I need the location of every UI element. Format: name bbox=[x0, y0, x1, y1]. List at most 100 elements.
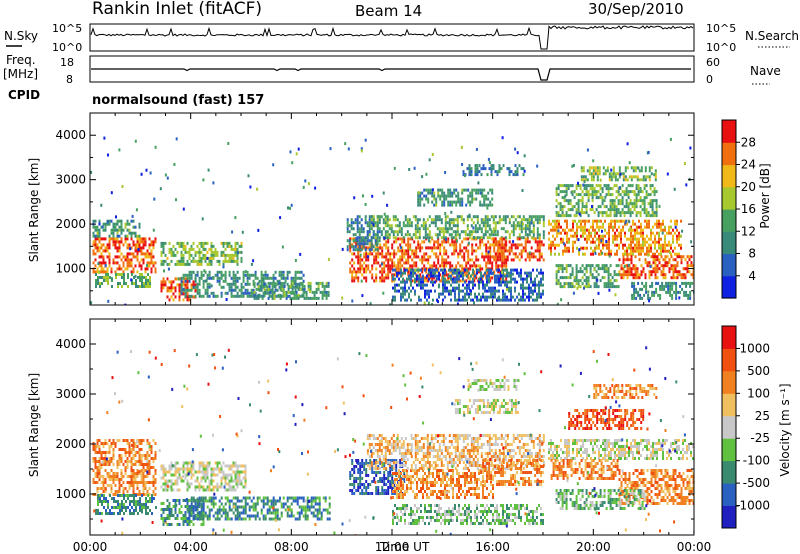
range-cell bbox=[656, 270, 659, 274]
range-cell bbox=[279, 281, 282, 285]
range-cell bbox=[637, 190, 640, 194]
range-cell bbox=[421, 270, 424, 274]
range-cell bbox=[160, 244, 163, 248]
range-cell bbox=[467, 261, 470, 265]
range-cell bbox=[114, 493, 117, 496]
range-cell bbox=[548, 246, 550, 250]
range-cell bbox=[523, 154, 526, 158]
range-cell bbox=[634, 246, 636, 250]
range-cell bbox=[506, 255, 509, 259]
range-cell bbox=[475, 258, 478, 262]
range-cell bbox=[686, 264, 689, 268]
range-cell bbox=[674, 225, 677, 229]
range-cell bbox=[672, 228, 674, 232]
range-cell bbox=[146, 475, 149, 478]
range-cell bbox=[564, 246, 566, 250]
range-cell bbox=[464, 233, 467, 237]
range-cell bbox=[246, 294, 249, 298]
range-cell bbox=[598, 252, 600, 256]
range-cell bbox=[374, 221, 377, 225]
range-cell bbox=[230, 291, 233, 295]
range-cell bbox=[475, 243, 478, 247]
range-cell bbox=[425, 267, 428, 271]
range-cell bbox=[90, 301, 93, 305]
range-cell bbox=[192, 259, 195, 263]
range-cell bbox=[424, 292, 426, 296]
range-cell bbox=[524, 298, 526, 302]
range-cell bbox=[442, 298, 444, 302]
range-cell bbox=[130, 451, 133, 454]
range-cell bbox=[238, 276, 241, 280]
range-cell bbox=[485, 261, 488, 265]
range-cell bbox=[636, 240, 638, 244]
range-cell bbox=[454, 298, 456, 302]
range-cell bbox=[516, 221, 519, 225]
range-cell bbox=[637, 199, 640, 203]
range-cell bbox=[212, 276, 215, 279]
range-cell bbox=[674, 231, 676, 235]
range-cell bbox=[474, 227, 477, 231]
range-cell bbox=[592, 240, 594, 244]
range-cell bbox=[244, 273, 247, 277]
range-cell bbox=[351, 264, 354, 268]
range-cell bbox=[532, 227, 535, 231]
range-cell bbox=[106, 460, 109, 463]
range-cell bbox=[692, 276, 694, 280]
range-cell bbox=[682, 255, 685, 259]
range-cell bbox=[417, 246, 420, 250]
range-cell bbox=[139, 285, 141, 288]
range-cell bbox=[288, 294, 291, 298]
range-cell bbox=[437, 258, 440, 262]
range-cell bbox=[514, 277, 516, 281]
range-cell bbox=[188, 279, 191, 283]
range-cell bbox=[410, 224, 413, 228]
range-cell bbox=[361, 294, 364, 298]
range-cell bbox=[400, 268, 402, 272]
range-cell bbox=[504, 249, 507, 253]
range-cell bbox=[590, 246, 592, 250]
range-cell bbox=[355, 243, 358, 247]
range-cell bbox=[653, 190, 656, 194]
range-cell bbox=[608, 246, 610, 250]
range-cell bbox=[421, 175, 424, 179]
range-cell bbox=[444, 215, 447, 219]
range-cell bbox=[637, 290, 640, 294]
range-cell bbox=[640, 166, 643, 170]
range-cell bbox=[132, 439, 135, 442]
range-cell bbox=[570, 228, 572, 232]
range-cell bbox=[650, 231, 652, 235]
range-cell bbox=[601, 229, 603, 233]
range-cell bbox=[98, 463, 101, 466]
range-cell bbox=[669, 281, 672, 285]
range-cell bbox=[622, 255, 625, 259]
range-cell bbox=[136, 246, 139, 250]
range-cell bbox=[445, 252, 448, 256]
range-cell bbox=[496, 233, 499, 237]
range-cell bbox=[96, 237, 99, 241]
range-cell bbox=[496, 249, 499, 253]
range-cell bbox=[108, 252, 111, 256]
range-cell bbox=[359, 270, 362, 274]
range-cell bbox=[353, 270, 356, 274]
range-cell bbox=[595, 244, 598, 248]
range-cell bbox=[605, 205, 608, 209]
range-cell bbox=[620, 234, 622, 238]
range-cell bbox=[380, 230, 383, 234]
range-cell bbox=[661, 284, 664, 288]
range-cell bbox=[144, 243, 147, 247]
range-cell bbox=[271, 281, 274, 285]
range-cell bbox=[592, 159, 595, 163]
range-cell bbox=[624, 249, 626, 253]
range-cell bbox=[98, 264, 101, 268]
range-cell bbox=[461, 197, 464, 201]
range-cell bbox=[178, 298, 181, 302]
range-cell bbox=[456, 287, 459, 291]
range-cell bbox=[474, 295, 476, 299]
range-cell bbox=[432, 268, 434, 272]
range-cell bbox=[593, 211, 596, 215]
range-cell bbox=[94, 472, 97, 475]
range-cell bbox=[479, 267, 482, 271]
range-cell bbox=[296, 282, 299, 286]
range-cell bbox=[418, 280, 420, 284]
range-cell bbox=[242, 285, 245, 289]
